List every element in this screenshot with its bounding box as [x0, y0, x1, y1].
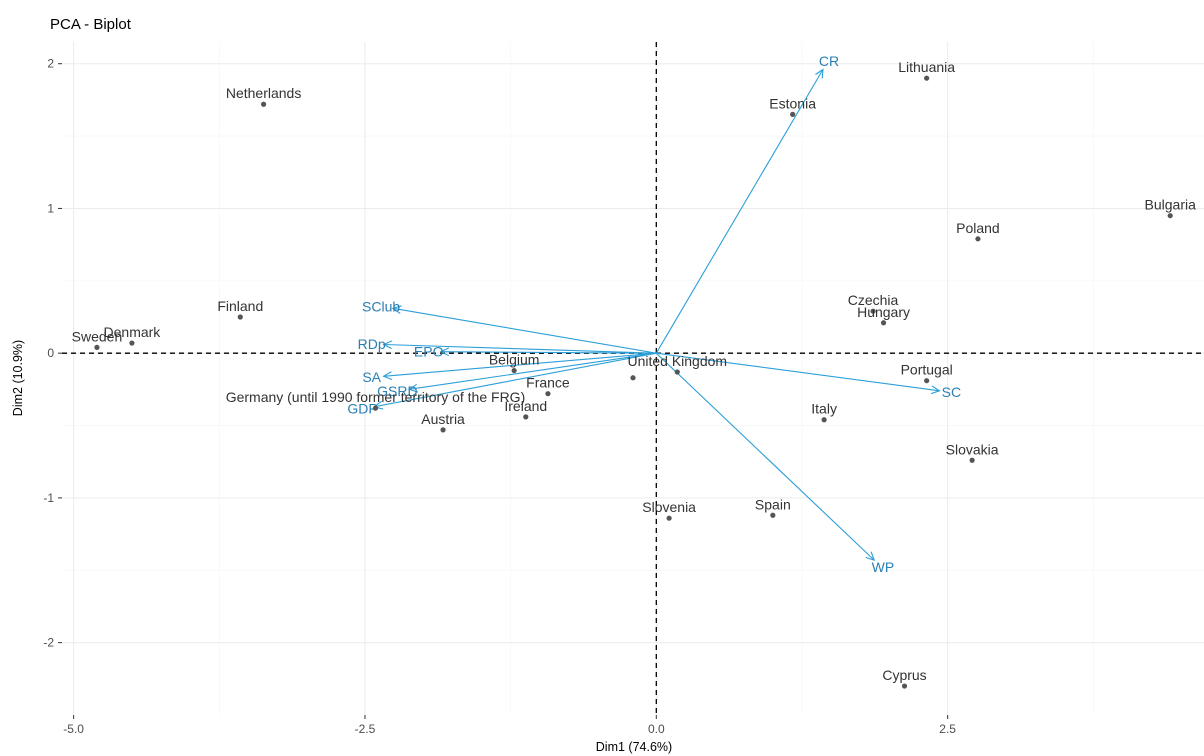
point-label: Cyprus	[882, 667, 926, 683]
point-label: Italy	[811, 401, 837, 417]
point-marker	[260, 101, 267, 107]
y-axis-label: Dim2 (10.9%)	[11, 340, 25, 416]
vector-line	[409, 352, 657, 390]
vector-line	[383, 343, 657, 354]
point-label: Ireland	[504, 398, 547, 414]
point-label: Finland	[217, 298, 263, 314]
vector-line	[440, 351, 657, 354]
x-tick-label: 0.0	[648, 722, 665, 736]
point-marker	[770, 512, 776, 518]
x-tick-label: 2.5	[939, 722, 956, 736]
point-label: United Kingdom	[627, 353, 727, 369]
vector-arrowhead	[382, 340, 393, 350]
point-marker	[630, 375, 636, 381]
vector-label: CR	[819, 53, 839, 69]
point-label: Belgium	[489, 352, 540, 368]
point-marker	[1167, 213, 1173, 219]
point-marker	[666, 515, 672, 521]
point-marker	[924, 75, 930, 81]
vector-label: SC	[942, 384, 961, 400]
x-axis-label: Dim1 (74.6%)	[596, 740, 672, 754]
vector-line	[392, 307, 657, 354]
vector-label: RDp	[358, 336, 386, 352]
vector-arrowhead	[408, 383, 419, 393]
axes: -5.0 -2.5 0.0 2.5 -2 -1 0 1 2	[43, 42, 1204, 736]
x-tick-label: -2.5	[355, 722, 376, 736]
point-label: Poland	[956, 220, 1000, 236]
chart-title: PCA - Biplot	[50, 16, 132, 33]
point-marker	[790, 111, 796, 117]
point-marker	[674, 369, 680, 375]
point-marker	[237, 314, 243, 320]
vector-arrowhead	[815, 68, 824, 79]
y-tick-label: 1	[47, 201, 54, 215]
vector-label: GSRD	[377, 383, 417, 399]
point-label: Slovakia	[946, 441, 999, 457]
point-label: Estonia	[769, 95, 816, 111]
vector-line	[374, 352, 657, 408]
point-marker	[975, 236, 981, 242]
y-tick-label: -1	[43, 491, 54, 505]
point-label: Germany (until 1990 former territory of …	[226, 389, 526, 405]
point-label: Sweden	[72, 328, 123, 344]
vector-label: SClub	[362, 299, 400, 315]
vector-arrowhead	[930, 385, 941, 395]
vector-line	[656, 352, 940, 392]
point-marker	[821, 417, 827, 423]
vector-line	[655, 352, 875, 561]
vector-label: WP	[872, 559, 895, 575]
point-label: Austria	[421, 411, 465, 427]
point-label: Denmark	[104, 324, 162, 340]
y-tick-label: 0	[47, 346, 54, 360]
x-tick-label: -5.0	[63, 722, 84, 736]
point-marker	[511, 367, 517, 374]
y-tick-label: -2	[43, 636, 54, 650]
vector-label: EPO	[414, 344, 444, 360]
vector-arrowhead	[391, 305, 402, 314]
point-label: Netherlands	[226, 85, 302, 101]
point-label: France	[526, 375, 570, 391]
point-label: Portugal	[901, 362, 953, 378]
vector-arrowhead	[865, 551, 876, 562]
point-marker	[969, 457, 975, 463]
point-label: Bulgaria	[1145, 197, 1197, 213]
vector-line	[655, 69, 824, 354]
point-marker	[924, 378, 930, 384]
point-marker	[523, 414, 529, 420]
point-marker	[870, 308, 876, 314]
vector-arrowhead	[382, 371, 393, 381]
vector-label: GDP	[347, 401, 377, 417]
point-marker	[901, 683, 908, 689]
point-marker	[129, 340, 135, 346]
point-label: Slovenia	[642, 499, 696, 515]
point-marker	[372, 405, 379, 411]
point-marker	[440, 427, 446, 433]
point-marker	[94, 344, 100, 350]
vector-line	[383, 352, 657, 377]
vector-label: SA	[362, 369, 381, 385]
point-label: Hungary	[857, 304, 910, 320]
point-marker	[880, 320, 887, 326]
point-label: Czechia	[848, 292, 899, 308]
point-label: Spain	[755, 496, 791, 512]
point-label: Lithuania	[898, 59, 955, 75]
individual-points: Lithuania Estonia Netherlands Poland Bulgari…	[72, 59, 1197, 689]
point-marker	[545, 391, 551, 397]
vector-arrowhead	[439, 347, 450, 357]
y-tick-label: 2	[47, 57, 54, 71]
